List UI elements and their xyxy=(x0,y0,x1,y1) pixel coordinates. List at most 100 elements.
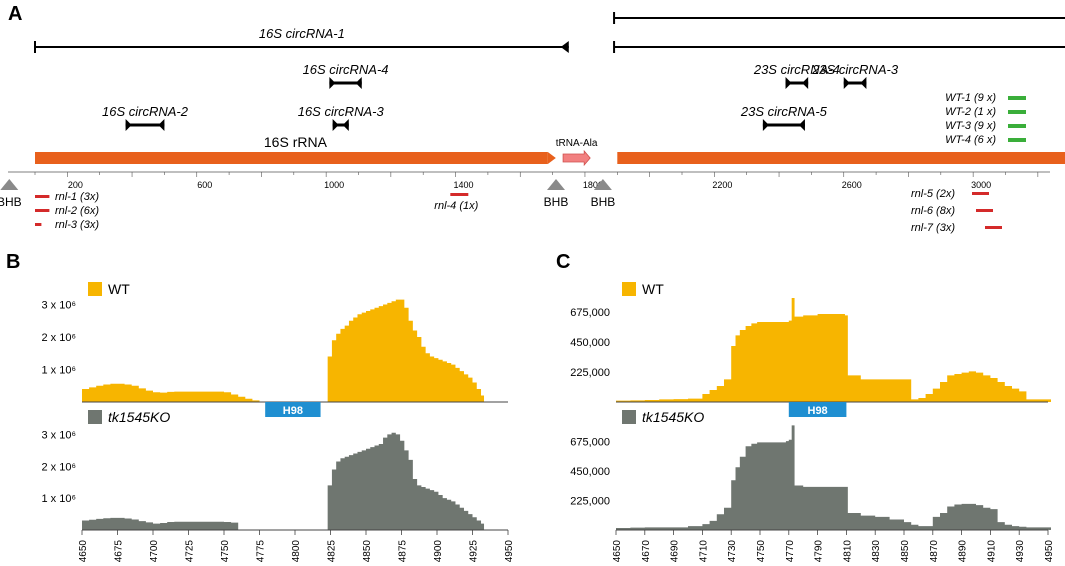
circrna-label: 23S circRNA-4 xyxy=(753,62,840,77)
legend-ko: tk1545KO xyxy=(622,409,704,425)
bhb-label: BHB xyxy=(544,195,569,209)
rnl-read-label: rnl-1 (3x) xyxy=(55,191,99,203)
panel-b-label: B xyxy=(6,251,20,273)
axis-tick-label: 200 xyxy=(68,180,83,190)
panel-c: C 225,000 450,000 675,000 WT 225,000 450,000 6… xyxy=(556,251,1055,562)
y-tick-label: 225,000 xyxy=(570,496,610,508)
x-tick-label: 4700 xyxy=(149,540,160,563)
x-tick-label: 4730 xyxy=(727,540,738,563)
rnl-read-bar xyxy=(35,223,42,226)
rnl-read-label: rnl-6 (8x) xyxy=(911,205,955,217)
rnl-read-bar xyxy=(450,193,469,196)
axis-tick-label: 2200 xyxy=(712,180,732,190)
x-tick-label: 4800 xyxy=(291,540,302,563)
circrna-1: 16S circRNA-1 xyxy=(34,26,569,53)
h98-label: H98 xyxy=(283,405,303,417)
panel-b: B 1 x 10⁶ 2 x 10⁶ 3 x 10⁶ WT 1 x 10⁶ 2 x 10⁶ 3… xyxy=(6,251,515,562)
x-tick-label: 4870 xyxy=(929,540,940,563)
rnl-right-2: rnl-7 (3x) xyxy=(911,222,1002,234)
circrna-label: 23S circRNA-5 xyxy=(740,104,828,119)
wt-read-4: WT-4 (6 x) xyxy=(945,134,1026,146)
wt-read-bar xyxy=(1008,124,1026,128)
x-tick-label: 4790 xyxy=(814,540,825,563)
legend-label: WT xyxy=(108,281,130,297)
circrna-5: 23S circRNA-3 xyxy=(811,62,899,89)
x-tick-label: 4650 xyxy=(612,540,623,563)
legend-swatch xyxy=(88,410,102,424)
x-tick-label: 4750 xyxy=(756,540,767,563)
wt-read-label: WT-1 (9 x) xyxy=(945,92,996,104)
circrna-8: 23S circRNA-5 xyxy=(740,104,828,131)
bhb-triangle xyxy=(0,179,19,190)
rnl-left-0: rnl-1 (3x) xyxy=(35,191,99,203)
circrna-label: 16S circRNA-2 xyxy=(102,104,189,119)
x-tick-label: 4690 xyxy=(670,540,681,563)
wt-read-label: WT-3 (9 x) xyxy=(945,120,996,132)
x-tick-label: 4650 xyxy=(78,540,89,563)
bhb-marker-0: BHB xyxy=(0,179,22,209)
rnl-read-bar xyxy=(985,226,1002,229)
bhb-marker-2: BHB xyxy=(591,179,616,209)
series-wt: 1 x 10⁶ 2 x 10⁶ 3 x 10⁶ WT xyxy=(42,281,508,403)
gene-arrowhead xyxy=(547,152,556,164)
circrna-label: 16S circRNA-4 xyxy=(303,62,389,77)
circrna-7: 16S circRNA-3 xyxy=(298,104,385,131)
wt-read-bar xyxy=(1008,110,1026,114)
y-tick-label: 1 x 10⁶ xyxy=(42,493,77,505)
junction-right xyxy=(802,77,809,89)
circrna-label: 23S circRNA-3 xyxy=(811,62,899,77)
x-tick-label: 4775 xyxy=(256,540,267,563)
x-tick-label: 4930 xyxy=(1015,540,1026,563)
x-tick-label: 4875 xyxy=(398,540,409,563)
axis-tick-label: 1800 xyxy=(583,180,603,190)
circrna-2: 23S circRNA-2 xyxy=(613,41,1065,53)
trna-label: tRNA-Ala xyxy=(556,138,598,149)
bhb-marker-1: BHB xyxy=(544,179,569,209)
legend-swatch xyxy=(622,282,636,296)
trna-arrow xyxy=(562,149,591,167)
circrna-0: 23S circRNA-1 xyxy=(613,12,1065,24)
x-tick-label: 4825 xyxy=(327,540,338,563)
y-tick-label: 2 x 10⁶ xyxy=(42,332,77,344)
junction-left xyxy=(125,119,132,131)
junction-left xyxy=(332,119,339,131)
wt-read-1: WT-1 (9 x) xyxy=(945,92,1026,104)
rnl-right-0: rnl-5 (2x) xyxy=(911,188,989,200)
x-axis: 4650 4670 4690 4710 4730 4750 4770 4790 4810 4830… xyxy=(612,530,1055,562)
panel-a: A 23S circRNA-1 16S circRNA-1 23S circRNA-… xyxy=(0,3,1065,234)
panel-a-label: A xyxy=(8,3,22,25)
junction-left xyxy=(329,77,336,89)
x-tick-label: 4750 xyxy=(220,540,231,563)
wt-read-3: WT-3 (9 x) xyxy=(945,120,1026,132)
legend-wt: WT xyxy=(622,281,664,297)
junction-right xyxy=(355,77,362,89)
y-tick-label: 675,000 xyxy=(570,307,610,319)
x-tick-label: 4925 xyxy=(469,540,480,563)
x-tick-label: 4710 xyxy=(698,540,709,563)
x-axis: 4650 4675 4700 4725 4750 4775 4800 4825 4850 4875… xyxy=(78,530,515,562)
wt-read-bar xyxy=(1008,96,1026,100)
y-tick-label: 3 x 10⁶ xyxy=(42,429,77,441)
circrna-label: 16S circRNA-3 xyxy=(298,104,385,119)
x-tick-label: 4830 xyxy=(871,540,882,563)
rnl-read-bar xyxy=(972,192,989,195)
wt-read-bar xyxy=(1008,138,1026,142)
circrna-3: 16S circRNA-4 xyxy=(303,62,389,89)
bhb-label: BHB xyxy=(591,195,616,209)
rnl-left-1: rnl-2 (6x) xyxy=(35,205,99,217)
junction-left xyxy=(785,77,792,89)
rnl-right-1: rnl-6 (8x) xyxy=(911,205,993,217)
rnl-left-2: rnl-3 (3x) xyxy=(35,219,99,231)
h98-label: H98 xyxy=(808,405,828,417)
rnl-read-bar xyxy=(35,209,50,212)
circrna-4: 23S circRNA-4 xyxy=(753,62,840,89)
y-tick-label: 3 x 10⁶ xyxy=(42,300,77,312)
coverage-area xyxy=(616,298,1051,402)
legend-label: WT xyxy=(642,281,664,297)
axis-tick-label: 1000 xyxy=(324,180,344,190)
rnl-read-label: rnl-4 (1x) xyxy=(434,200,478,212)
junction-right xyxy=(798,119,805,131)
junction-right xyxy=(342,119,349,131)
h98-rect xyxy=(788,402,847,417)
coverage-area xyxy=(616,425,1051,530)
